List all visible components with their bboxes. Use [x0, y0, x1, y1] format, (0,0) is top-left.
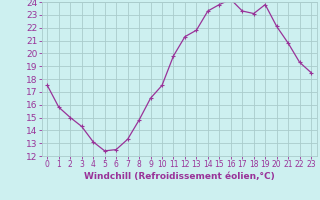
X-axis label: Windchill (Refroidissement éolien,°C): Windchill (Refroidissement éolien,°C) [84, 172, 275, 181]
